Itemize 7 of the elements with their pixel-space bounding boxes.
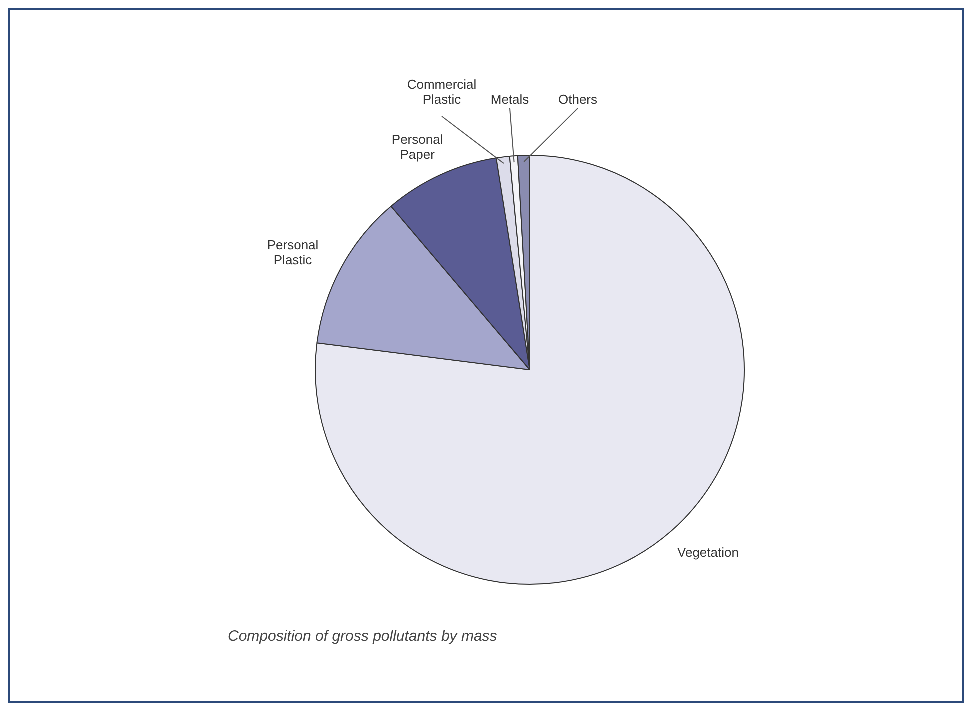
- slice-label: Personal Paper: [392, 132, 444, 162]
- slice-label: Personal Plastic: [267, 238, 319, 268]
- slice-label: Metals: [490, 92, 530, 108]
- text: Composition of gross pollutants by mass: [228, 628, 498, 645]
- slice-label: Vegetation: [677, 544, 739, 560]
- slice-label: Commercial Plastic: [407, 77, 477, 108]
- slice-label: Others: [558, 92, 598, 108]
